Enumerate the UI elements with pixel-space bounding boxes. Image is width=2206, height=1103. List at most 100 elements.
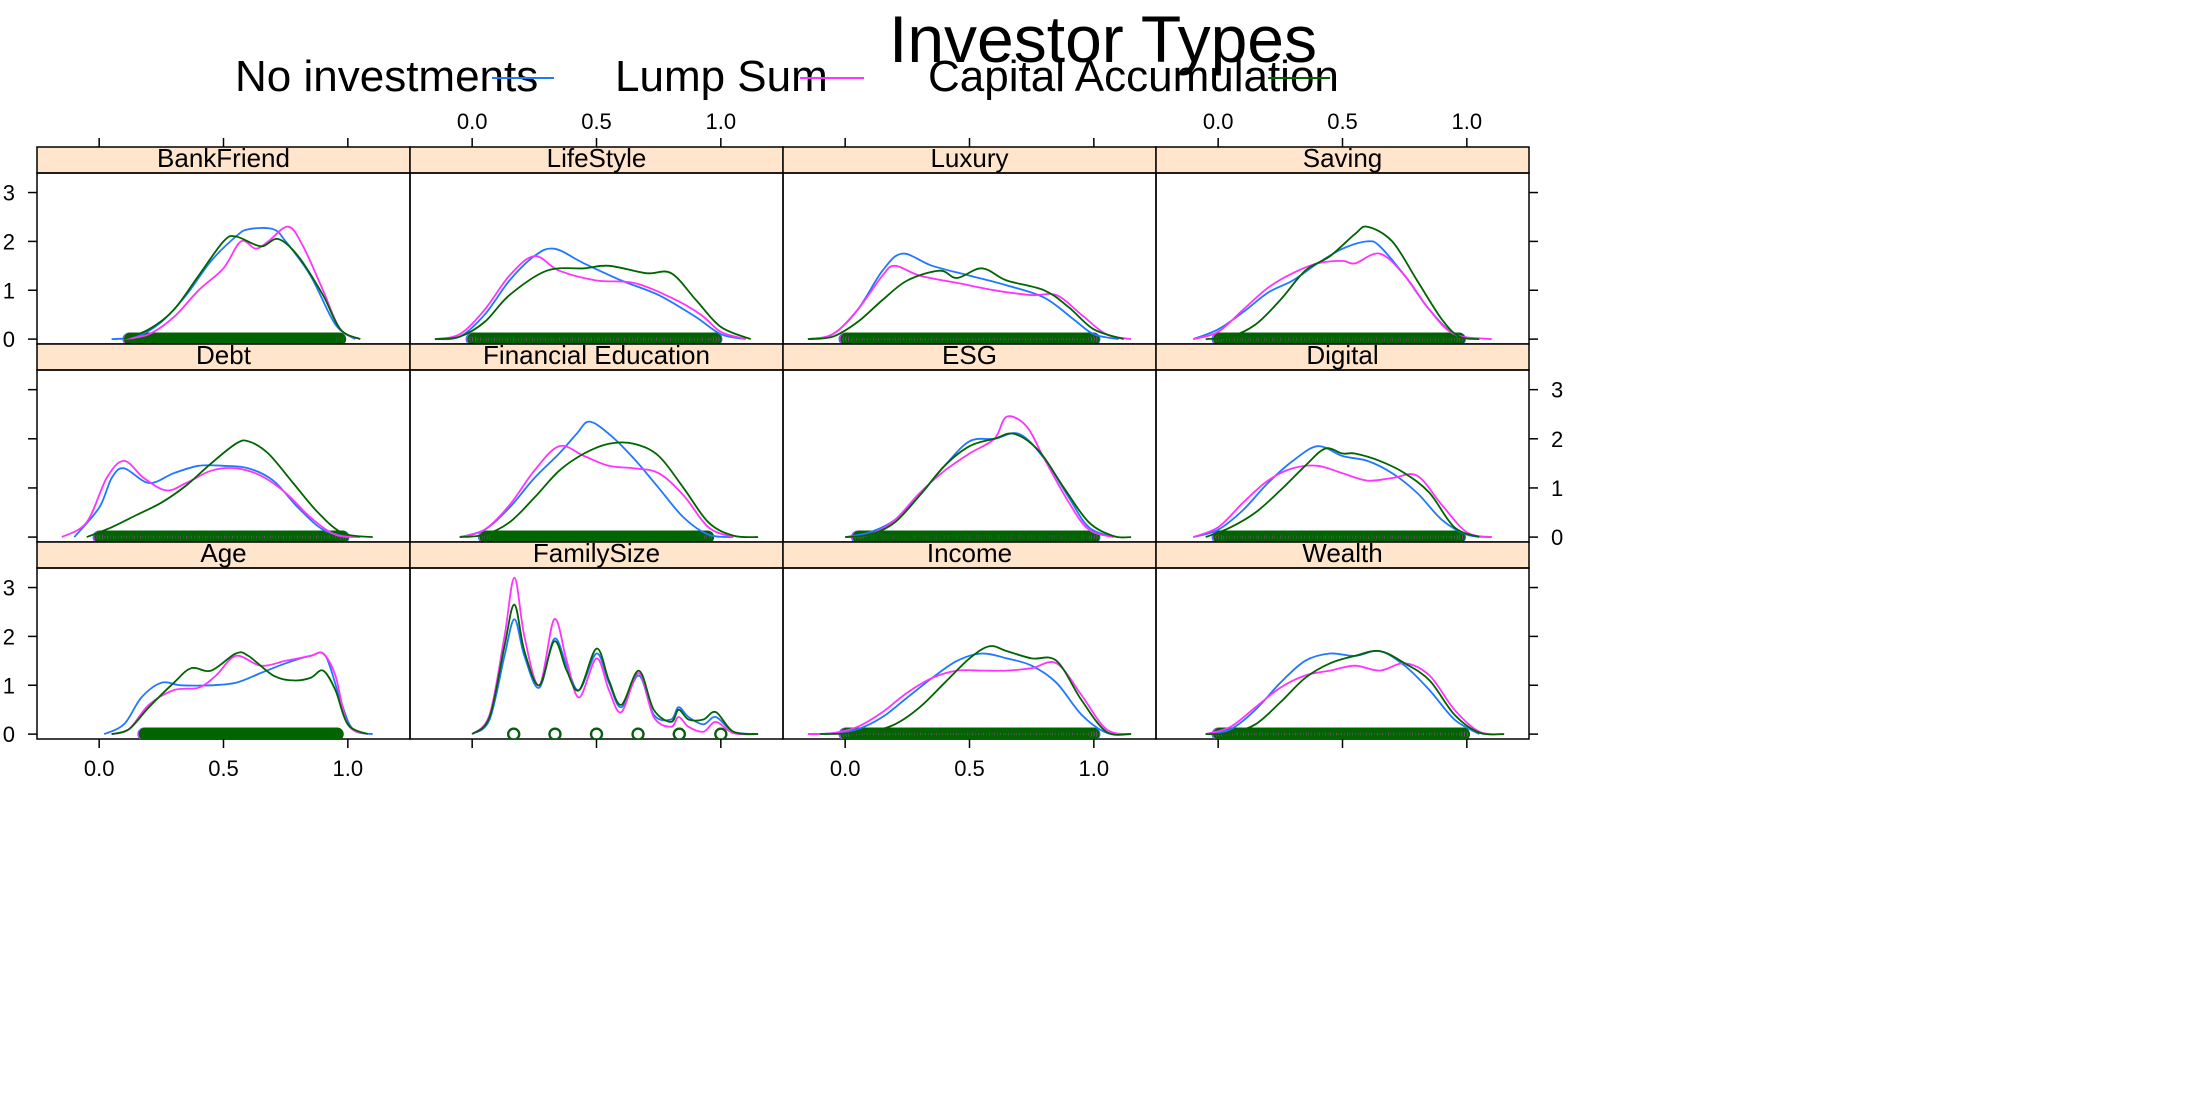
y-tick-label: 1 — [3, 278, 15, 303]
x-tick-label: 0.5 — [954, 756, 985, 781]
panel-income: Income 0.0 0.5 1.0 — [782, 538, 1157, 781]
strip-label: FamilySize — [533, 538, 660, 568]
panel-lifestyle: LifeStyle 0.0 0.5 1.0 — [409, 109, 784, 345]
density-curve-lump-sum — [1193, 252, 1492, 340]
density-curve-lump-sum — [61, 459, 361, 538]
density-curve-no-investments — [459, 420, 734, 538]
density-curve-capital-accumulation — [86, 439, 373, 538]
strip-label: ESG — [942, 340, 997, 370]
panel-age: Age 0.0 0.5 1.0 0 1 2 3 — [3, 538, 411, 781]
x-tick-label: 0.0 — [830, 756, 861, 781]
density-curve-lump-sum — [459, 444, 734, 538]
panel-curves — [61, 439, 373, 542]
density-curve-no-investments — [1193, 445, 1492, 538]
strip-luxury — [782, 146, 1157, 174]
density-curve-lump-sum — [845, 415, 1114, 538]
density-curve-no-investments — [1205, 649, 1480, 735]
y-tick-label: 3 — [1551, 378, 1563, 403]
panel-frame — [409, 172, 784, 345]
density-curve-lump-sum — [1205, 662, 1505, 736]
panel-frame — [1155, 172, 1530, 345]
panel-curves — [459, 420, 759, 542]
strip-age — [36, 541, 411, 569]
strip-label: LifeStyle — [547, 143, 647, 173]
strip-label: Income — [927, 538, 1012, 568]
legend: No investments Lump Sum Capital Accumulati… — [235, 52, 1339, 101]
panel-frame — [409, 369, 784, 543]
panel-familysize: FamilySize — [409, 538, 784, 748]
density-curve-no-investments — [73, 464, 349, 538]
panel-frame — [1155, 567, 1530, 740]
rug-point — [631, 727, 645, 739]
strip-label: Wealth — [1302, 538, 1382, 568]
density-curve-capital-accumulation — [123, 235, 361, 340]
density-curve-no-investments — [103, 651, 373, 735]
x-tick-label: 1.0 — [1079, 756, 1110, 781]
legend-label-capital-accumulation: Capital Accumulation — [928, 52, 1339, 101]
rug-point — [1086, 727, 1100, 739]
rug-point — [1451, 332, 1466, 344]
panel-financial-education: Financial Education — [409, 340, 784, 543]
chart-title: Investor Types — [889, 2, 1317, 76]
strip-label: BankFriend — [157, 143, 290, 173]
y-tick-label: 2 — [1551, 427, 1563, 452]
y-tick-label: 0 — [3, 327, 15, 352]
density-curve-no-investments — [807, 252, 1119, 340]
panel-curves — [1192, 445, 1492, 542]
panel-curves — [471, 576, 759, 739]
density-curve-lump-sum — [807, 264, 1132, 340]
panel-frame — [782, 172, 1157, 345]
strip-label: Debt — [196, 340, 252, 370]
legend-label-lump-sum: Lump Sum — [615, 52, 828, 101]
rug-point — [708, 332, 722, 344]
density-curve-no-investments — [434, 247, 746, 341]
panels: BankFriend 0 1 2 3 LifeStyle 0.0 0.5 1.0 Luxury Sa… — [3, 109, 1564, 781]
panel-curves — [111, 225, 361, 344]
panel-bankfriend: BankFriend 0 1 2 3 — [3, 138, 411, 352]
y-tick-label: 1 — [1551, 476, 1563, 501]
rug-point — [548, 727, 562, 739]
strip-esg — [782, 343, 1157, 371]
y-tick-label: 3 — [3, 576, 15, 601]
rug-point — [714, 727, 728, 739]
density-curve-lump-sum — [471, 576, 759, 736]
panel-wealth: Wealth — [1155, 538, 1538, 748]
panel-curves — [1205, 649, 1505, 739]
density-curve-capital-accumulation — [1205, 447, 1480, 538]
density-curve-lump-sum — [123, 225, 361, 340]
density-curve-capital-accumulation — [1205, 225, 1480, 340]
strip-wealth — [1155, 541, 1530, 569]
y-tick-label: 0 — [1551, 525, 1563, 550]
x-tick-label: 0.0 — [457, 109, 488, 134]
x-tick-label: 1.0 — [706, 109, 737, 134]
x-tick-label: 0.0 — [1203, 109, 1234, 134]
panel-curves — [1192, 225, 1492, 344]
legend-label-no-investments: No investments — [235, 52, 538, 101]
panel-luxury: Luxury — [782, 138, 1157, 345]
y-tick-label: 3 — [3, 181, 15, 206]
strip-label: Financial Education — [483, 340, 710, 370]
panel-curves — [807, 645, 1132, 739]
y-tick-label: 0 — [3, 722, 15, 747]
y-tick-label: 2 — [3, 624, 15, 649]
x-tick-label: 0.5 — [1327, 109, 1358, 134]
x-tick-label: 0.5 — [208, 756, 239, 781]
density-curve-no-investments — [1192, 240, 1480, 340]
rug-point — [332, 332, 347, 344]
panel-digital: Digital 0 1 2 3 — [1155, 340, 1563, 550]
panel-debt: Debt — [28, 340, 411, 543]
panel-frame — [36, 567, 411, 740]
density-curve-lump-sum — [807, 661, 1132, 735]
panel-frame — [36, 172, 411, 345]
density-curve-no-investments — [111, 227, 356, 340]
panel-curves — [434, 247, 752, 344]
density-curve-no-investments — [807, 652, 1132, 736]
strip-label: Saving — [1303, 143, 1383, 173]
rug-point — [330, 727, 344, 739]
x-tick-label: 1.0 — [1452, 109, 1483, 134]
strip-label: Digital — [1306, 340, 1378, 370]
density-curve-capital-accumulation — [820, 645, 1132, 736]
x-tick-label: 0.0 — [84, 756, 115, 781]
